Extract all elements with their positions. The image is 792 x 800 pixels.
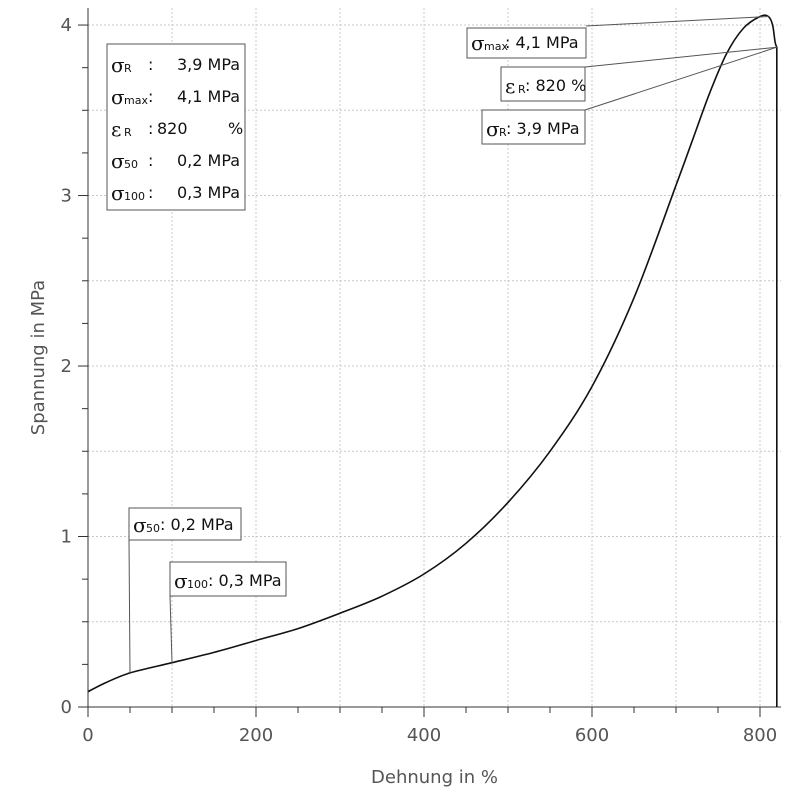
summary-value: 3,9 MPa	[177, 55, 240, 74]
annotation-subscript: 50	[146, 522, 160, 535]
summary-row: σ R: 3,9 MPa	[111, 53, 240, 77]
summary-value: 0,3 MPa	[177, 183, 240, 202]
summary-value: 4,1 MPa	[177, 87, 240, 106]
y-tick-label: 1	[61, 527, 72, 548]
summary-separator: :	[148, 55, 153, 74]
summary-symbol: ε	[111, 117, 121, 141]
annotation-value: : 820 %	[525, 76, 586, 95]
annotation-value: : 0,3 MPa	[208, 571, 282, 590]
y-tick-label: 4	[61, 15, 72, 36]
summary-value: 820	[157, 119, 188, 138]
summary-separator: :	[148, 119, 153, 138]
annotation-symbol: σ	[486, 117, 500, 141]
x-tick-label: 200	[239, 725, 273, 746]
summary-subscript: max	[124, 94, 148, 107]
summary-separator: :	[148, 151, 153, 170]
summary-separator: :	[148, 183, 153, 202]
x-tick-label: 400	[407, 725, 441, 746]
grid	[88, 8, 781, 707]
summary-row: σ 100: 0,3 MPa	[111, 181, 240, 205]
annotation-subscript: R	[499, 126, 507, 139]
annotation-leader	[128, 539, 131, 673]
x-axis-label: Dehnung in %	[371, 767, 498, 788]
y-axis-label: Spannung in MPa	[28, 280, 49, 435]
annotation-value: : 0,2 MPa	[160, 515, 234, 534]
summary-symbol: σ	[111, 85, 125, 109]
annotation-subscript: max	[484, 40, 508, 53]
y-tick-label: 3	[61, 186, 72, 207]
annotation-value: : 3,9 MPa	[506, 119, 580, 138]
summary-subscript: R	[124, 62, 132, 75]
annotation-box	[169, 561, 287, 597]
y-tick-label: 2	[61, 356, 72, 377]
annotation-box	[128, 507, 242, 541]
annotation-box	[466, 27, 587, 59]
summary-subscript: 100	[124, 190, 145, 203]
annotation-box	[481, 109, 586, 145]
annotation-leader	[584, 46, 777, 68]
summary-frame	[106, 43, 246, 211]
annotation-s50: σ 50: 0,2 MPa	[128, 507, 242, 673]
summary-symbol: σ	[111, 149, 125, 173]
summary-row: σ max: 4,1 MPa	[111, 85, 240, 109]
summary-row: ε R:820%	[111, 117, 243, 141]
annotation-value: : 4,1 MPa	[505, 33, 579, 52]
axes	[87, 8, 781, 708]
annotation-symbol: σ	[471, 31, 485, 55]
summary-unit: %	[228, 119, 243, 138]
annotation-s100: σ 100: 0,3 MPa	[169, 561, 287, 663]
annotation-symbol: ε	[505, 74, 515, 98]
summary-subscript: R	[124, 126, 132, 139]
annotation-subscript: R	[518, 83, 526, 96]
ticks: 0 200 400 600 800 0 1 2 3 4	[61, 15, 778, 746]
x-tick-label: 600	[575, 725, 609, 746]
annotation-symbol: σ	[133, 513, 147, 537]
x-tick-label: 0	[82, 725, 93, 746]
summary-subscript: 50	[124, 158, 138, 171]
annotation-symbol: σ	[174, 569, 188, 593]
y-tick-label: 0	[61, 697, 72, 718]
annotation-box	[500, 66, 586, 102]
annotation-leader	[169, 595, 173, 663]
summary-row: σ 50: 0,2 MPa	[111, 149, 240, 173]
summary-separator: :	[148, 87, 153, 106]
annotation-leader	[584, 46, 777, 111]
summary-value: 0,2 MPa	[177, 151, 240, 170]
summary-symbol: σ	[111, 53, 125, 77]
annotation-leader	[585, 16, 769, 27]
summary-symbol: σ	[111, 181, 125, 205]
x-tick-label: 800	[743, 725, 777, 746]
annotation-smax: σ max: 4,1 MPa	[466, 16, 769, 59]
annotation-subscript: 100	[187, 578, 208, 591]
